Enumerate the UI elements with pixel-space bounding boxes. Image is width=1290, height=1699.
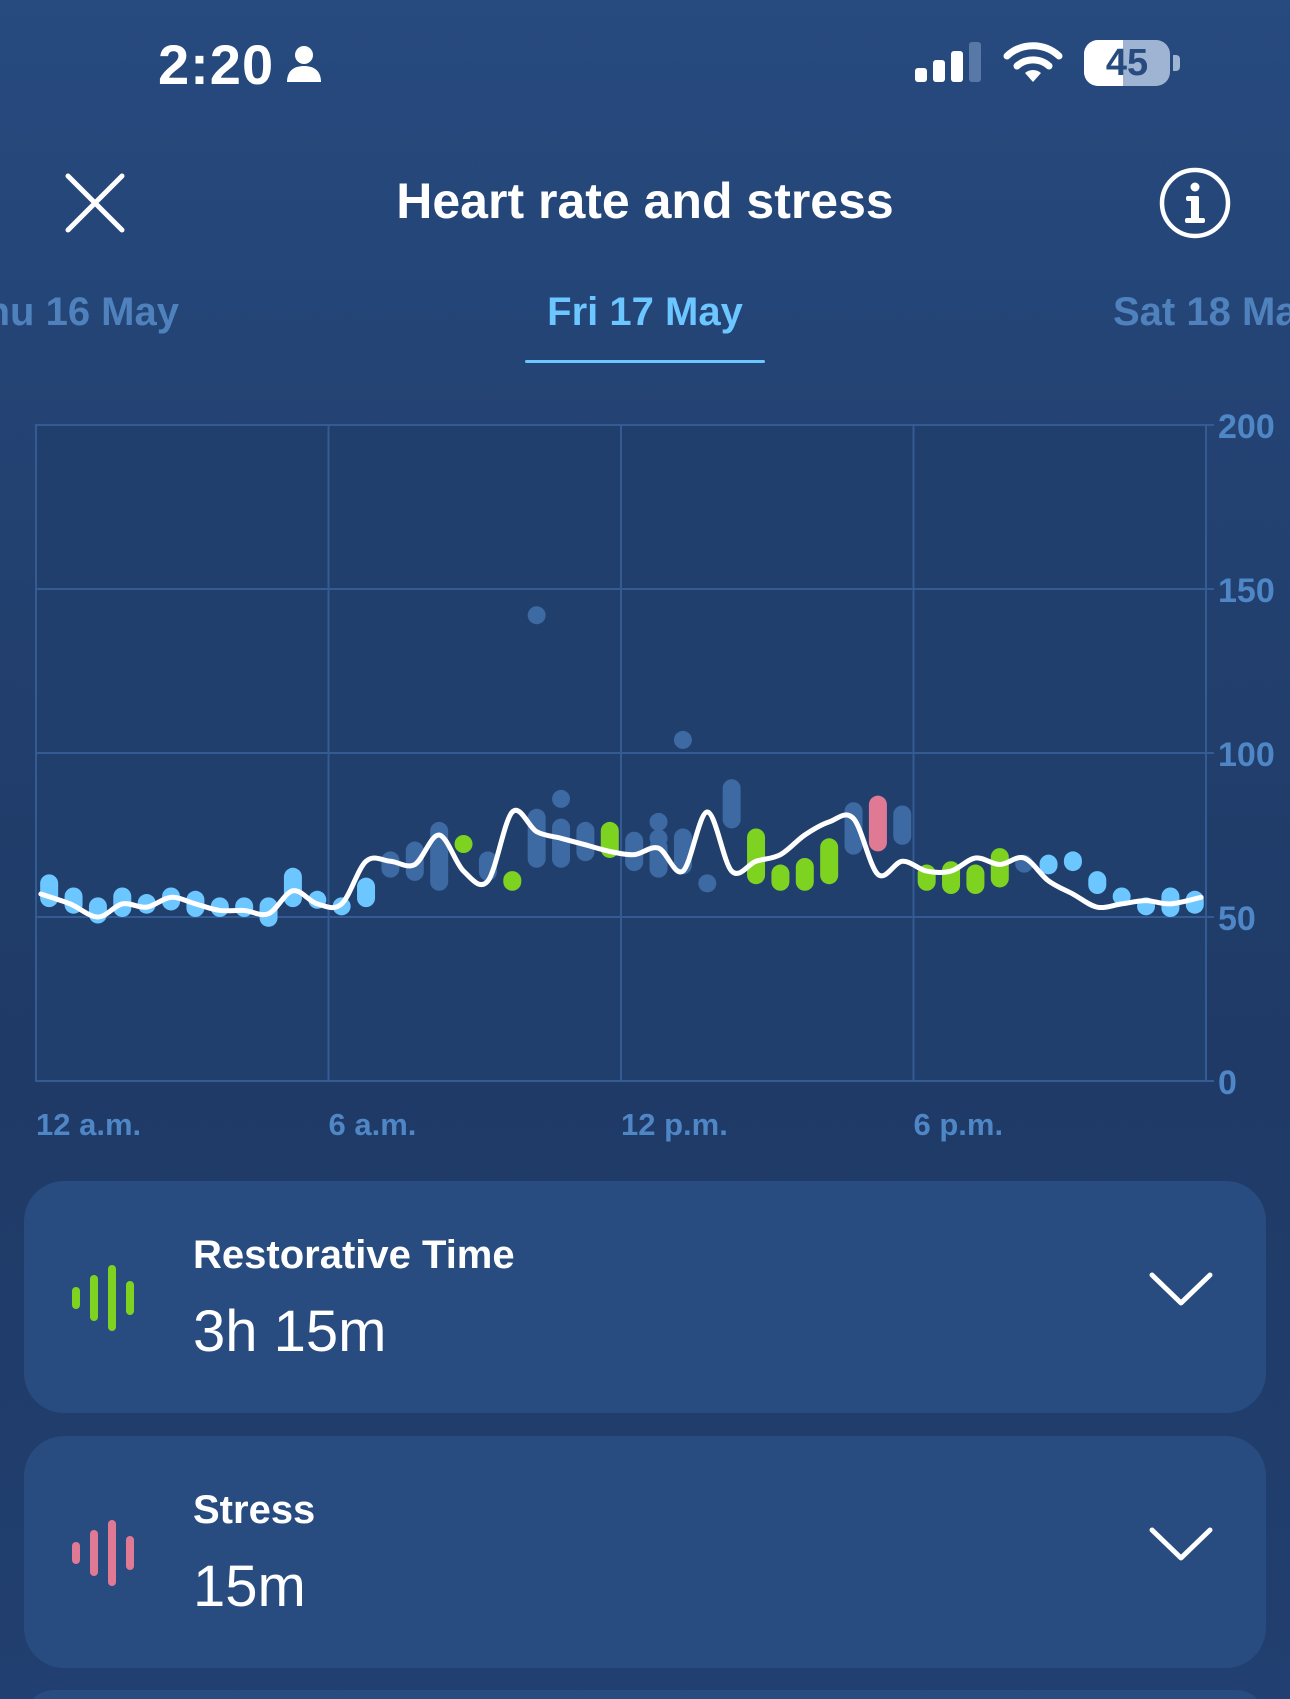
chart-bar: [88, 897, 107, 924]
chart-bar: [552, 818, 571, 868]
chart-bar: [747, 828, 766, 885]
status-bar: 2:20 45: [0, 0, 1290, 130]
close-icon[interactable]: [62, 170, 128, 236]
chart-bar: [722, 779, 741, 829]
waveform-icon: [72, 1520, 134, 1586]
y-tick-label: 0: [1218, 1064, 1237, 1102]
chart-bar: [1063, 851, 1082, 872]
chart-point: [649, 812, 668, 831]
chart-bar: [990, 848, 1009, 888]
x-tick-label: 6 a.m.: [329, 1107, 417, 1142]
chart-bar: [40, 874, 59, 908]
chart-bar: [966, 864, 985, 895]
card-label: Stress: [193, 1488, 316, 1532]
date-tabs: Thu 16 May Fri 17 May Sat 18 May: [0, 290, 1290, 370]
tab-current-day[interactable]: Fri 17 May: [547, 290, 743, 334]
chart-bar: [698, 874, 717, 893]
chart-bar: [771, 864, 790, 891]
status-time: 2:20: [158, 33, 275, 96]
battery-level: 45: [1105, 42, 1149, 84]
chart-bar: [357, 877, 376, 908]
x-tick-label: 12 p.m.: [621, 1107, 728, 1142]
chart-bar: [820, 838, 839, 885]
y-tick-label: 150: [1218, 572, 1275, 610]
chart-bar: [1039, 854, 1058, 875]
chart-bar: [893, 805, 912, 845]
chart-bar: [795, 857, 814, 891]
chart-bar: [868, 795, 887, 852]
wifi-icon: [1003, 42, 1063, 82]
chart-bar: [283, 867, 302, 908]
card-value: 3h 15m: [193, 1299, 387, 1364]
chart-bar: [405, 841, 424, 881]
chart-bar: [625, 831, 644, 872]
chart-bar: [454, 835, 473, 853]
waveform-icon: [72, 1265, 134, 1331]
cellular-signal-icon: [915, 42, 981, 82]
battery-cap: [1173, 55, 1180, 71]
y-tick-label: 100: [1218, 736, 1275, 774]
person-icon: [287, 46, 321, 82]
tab-next-day[interactable]: Sat 18 May: [1113, 290, 1290, 334]
x-tick-label: 6 p.m.: [914, 1107, 1004, 1142]
restorative-time-card[interactable]: Restorative Time 3h 15m: [24, 1181, 1266, 1413]
tab-underline: [525, 360, 765, 363]
info-icon[interactable]: [1158, 166, 1232, 240]
chart-bar: [527, 808, 546, 868]
chevron-down-icon[interactable]: [1148, 1524, 1214, 1564]
x-tick-label: 12 a.m.: [36, 1107, 141, 1142]
heart-rate-chart[interactable]: 200 150 100 50 0 12 a.m. 6 a.m. 12 p.m. 6 p.m.: [0, 400, 1290, 1150]
stress-card[interactable]: Stress 15m: [24, 1436, 1266, 1668]
tab-previous-day[interactable]: Thu 16 May: [0, 290, 179, 334]
y-tick-label: 200: [1218, 408, 1275, 446]
card-label: Restorative Time: [193, 1233, 515, 1277]
battery-body: 45: [1084, 40, 1170, 86]
chart-bar: [503, 871, 522, 891]
heart-rate-line: [38, 807, 1204, 920]
chart-point: [673, 730, 692, 749]
chart-point: [552, 789, 571, 808]
card-value: 15m: [193, 1554, 306, 1619]
chart-point: [527, 606, 546, 625]
chart-bar: [576, 821, 595, 862]
chart-point: [649, 829, 668, 848]
battery-fill: [1084, 40, 1123, 86]
next-card-partial[interactable]: [24, 1690, 1266, 1699]
chart-bar: [1088, 871, 1107, 895]
chevron-down-icon[interactable]: [1148, 1269, 1214, 1309]
y-tick-label: 50: [1218, 900, 1256, 938]
battery-indicator: 45: [1084, 40, 1180, 86]
page-title: Heart rate and stress: [396, 173, 894, 229]
chart-bar: [430, 821, 449, 891]
